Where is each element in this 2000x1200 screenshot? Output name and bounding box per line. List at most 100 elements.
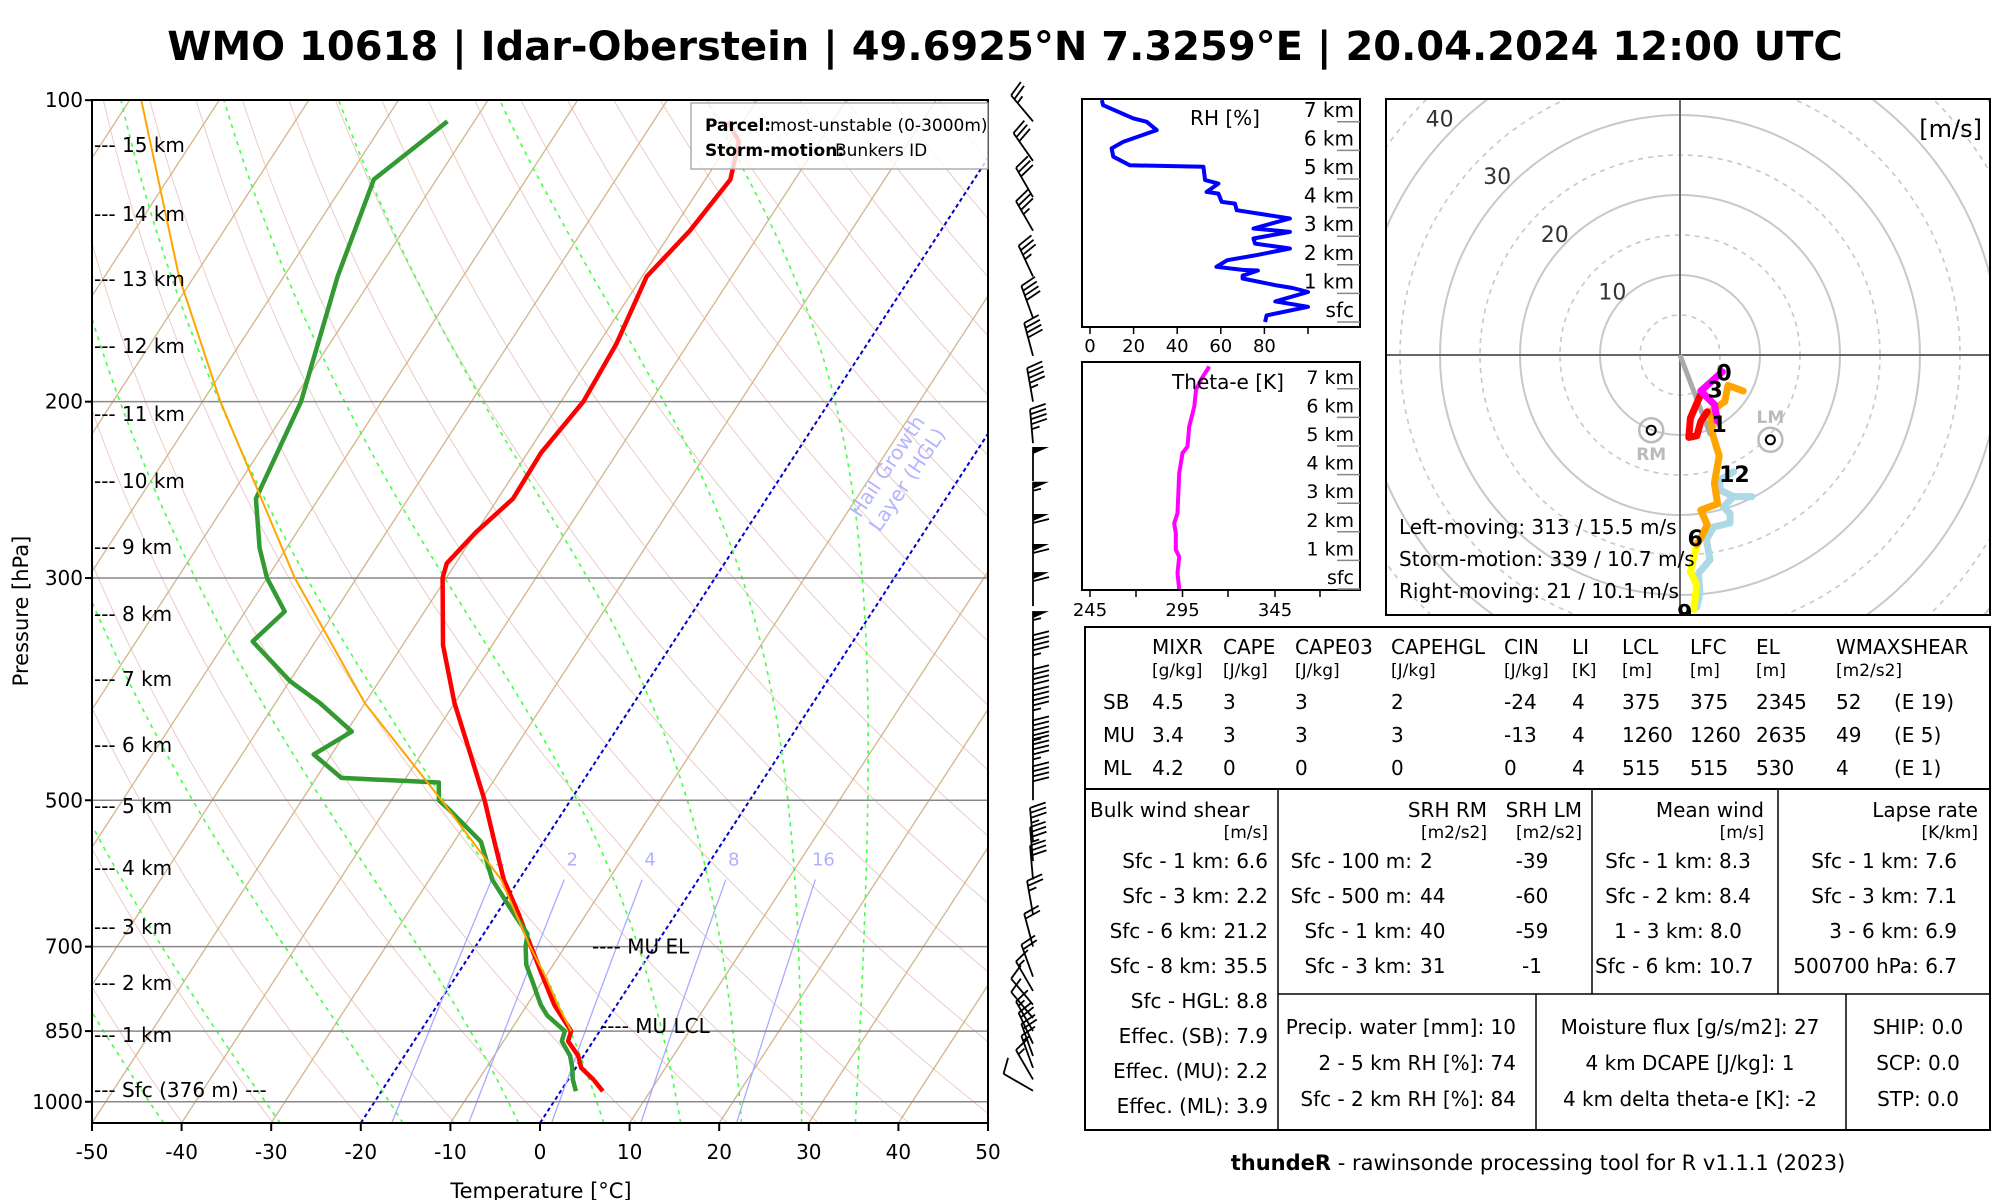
rh-km-label: 4 km xyxy=(1304,184,1354,208)
storm-marker-center xyxy=(1645,424,1657,436)
rh-profile-line xyxy=(1099,99,1310,323)
dry-adiabat xyxy=(474,100,988,771)
barb-feather xyxy=(1025,290,1041,301)
x-tick-label: 20 xyxy=(706,1140,731,1164)
height-label: --- 9 km xyxy=(94,535,172,559)
hodograph-height-label: 6 xyxy=(1688,527,1703,552)
legend-parcel-label: Parcel: xyxy=(705,116,771,136)
isotherm-hgl-bound xyxy=(359,156,988,1123)
column-header: CAPE xyxy=(1223,635,1275,659)
barb-flag xyxy=(1033,514,1049,522)
column-header: MIXR xyxy=(1152,635,1203,659)
cell-value: 515 xyxy=(1622,756,1660,780)
mixing-ratio-label: 4 xyxy=(644,850,655,871)
barb-feather xyxy=(1032,715,1050,722)
barb-feather xyxy=(1020,276,1036,287)
barb-feather xyxy=(1030,825,1047,834)
theta-e-km-label: sfc xyxy=(1327,567,1354,589)
cell-value: 0 xyxy=(1295,756,1308,780)
barb-half-feather xyxy=(1032,617,1042,621)
barb-feather xyxy=(1032,720,1050,727)
footer-app-name: thundeR xyxy=(1231,1151,1331,1175)
cell-value: 3.4 xyxy=(1152,723,1184,747)
dry-adiabat xyxy=(92,985,183,1123)
barb-staff xyxy=(1023,913,1034,947)
wind-barb xyxy=(1015,1037,1034,1080)
mixing-ratio-line xyxy=(640,879,727,1123)
wind-barb xyxy=(1010,81,1034,122)
height-label: --- 7 km xyxy=(94,667,172,691)
barb-feather xyxy=(1032,734,1050,741)
barb-flag xyxy=(1033,544,1049,552)
storm-marker-ring xyxy=(1757,426,1784,454)
barb-feather xyxy=(1020,934,1036,946)
lapse-rate-row: 500700 hPa: 6.7 xyxy=(1793,954,1957,978)
barb-feather xyxy=(1026,323,1042,334)
dry-adiabat xyxy=(381,100,988,904)
column-header: WMAXSHEAR xyxy=(1836,635,1968,659)
barb-feather xyxy=(1030,844,1047,852)
theta-e-km-label: 4 km xyxy=(1306,453,1354,475)
barb-feather xyxy=(1030,806,1047,814)
theta-e-title: Theta-e [K] xyxy=(1171,370,1284,394)
bulk-shear-unit: [m/s] xyxy=(1224,823,1268,843)
height-label: --- 4 km xyxy=(94,856,172,880)
wind-barb xyxy=(1029,403,1048,444)
barb-feather xyxy=(1026,873,1043,882)
dry-adiabat xyxy=(659,100,988,518)
cell-value: 3 xyxy=(1391,723,1404,747)
column-unit: [m2/s2] xyxy=(1836,661,1902,681)
barb-staff xyxy=(1023,322,1034,357)
rh-x-tick-label: 0 xyxy=(1084,336,1095,357)
bulk-shear-row: Sfc - HGL: 8.8 xyxy=(1131,989,1268,1013)
dry-adiabat xyxy=(427,100,988,837)
x-tick-label: 30 xyxy=(796,1140,821,1164)
cell-value: (E 5) xyxy=(1894,723,1941,747)
barb-staff xyxy=(1029,845,1034,880)
parcel-legend: Parcel: most-unstable (0-3000m) Storm-mo… xyxy=(690,102,989,170)
isotherm xyxy=(808,846,988,1123)
barb-staff xyxy=(1010,978,1034,1006)
hodograph-height-label: 0 xyxy=(1716,362,1731,387)
height-label: --- 6 km xyxy=(94,733,172,757)
wind-barb xyxy=(1032,664,1050,704)
wind-barbs xyxy=(1002,81,1050,1092)
barb-feather xyxy=(1032,518,1050,524)
barb-feather xyxy=(1032,640,1050,647)
cell-value: 49 xyxy=(1836,723,1861,747)
isotherm xyxy=(270,100,937,1123)
moist-adiabat xyxy=(223,100,682,1123)
storm-motion-vector xyxy=(1677,354,1713,436)
isotherm xyxy=(92,100,489,711)
barb-staff xyxy=(1017,1012,1034,1045)
isotherm xyxy=(92,100,579,849)
cell-value: 4 xyxy=(1836,756,1849,780)
barb-staff xyxy=(1026,368,1034,402)
barb-feather xyxy=(1015,155,1029,169)
cell-value: 0 xyxy=(1391,756,1404,780)
barb-feather xyxy=(1032,744,1050,751)
temperature-line xyxy=(440,120,742,1093)
barb-feather xyxy=(1032,576,1050,582)
barb-staff xyxy=(1010,991,1034,1019)
hodograph-ring-label: 20 xyxy=(1541,223,1569,248)
rh-x-tick-label: 60 xyxy=(1209,336,1232,357)
barb-feather xyxy=(1025,319,1041,329)
barb-feather xyxy=(1030,830,1047,838)
cell-value: 375 xyxy=(1622,690,1660,714)
rh-km-label: 3 km xyxy=(1304,212,1354,236)
barb-feather xyxy=(1032,674,1050,681)
cell-value: 4 xyxy=(1572,756,1585,780)
lapse-rate-row: Sfc - 3 km: 7.1 xyxy=(1811,884,1957,908)
barb-feather xyxy=(1017,159,1031,173)
barb-feather xyxy=(1029,375,1046,384)
barb-feather xyxy=(1029,839,1046,847)
cell-value: 1260 xyxy=(1690,723,1741,747)
height-label: --- 14 km xyxy=(94,202,185,226)
rh-km-label: 7 km xyxy=(1304,98,1354,122)
barb-feather xyxy=(1022,243,1037,256)
column-header: CIN xyxy=(1504,635,1539,659)
lm-label: LM xyxy=(1757,408,1785,428)
column-unit: [g/kg] xyxy=(1152,661,1202,681)
